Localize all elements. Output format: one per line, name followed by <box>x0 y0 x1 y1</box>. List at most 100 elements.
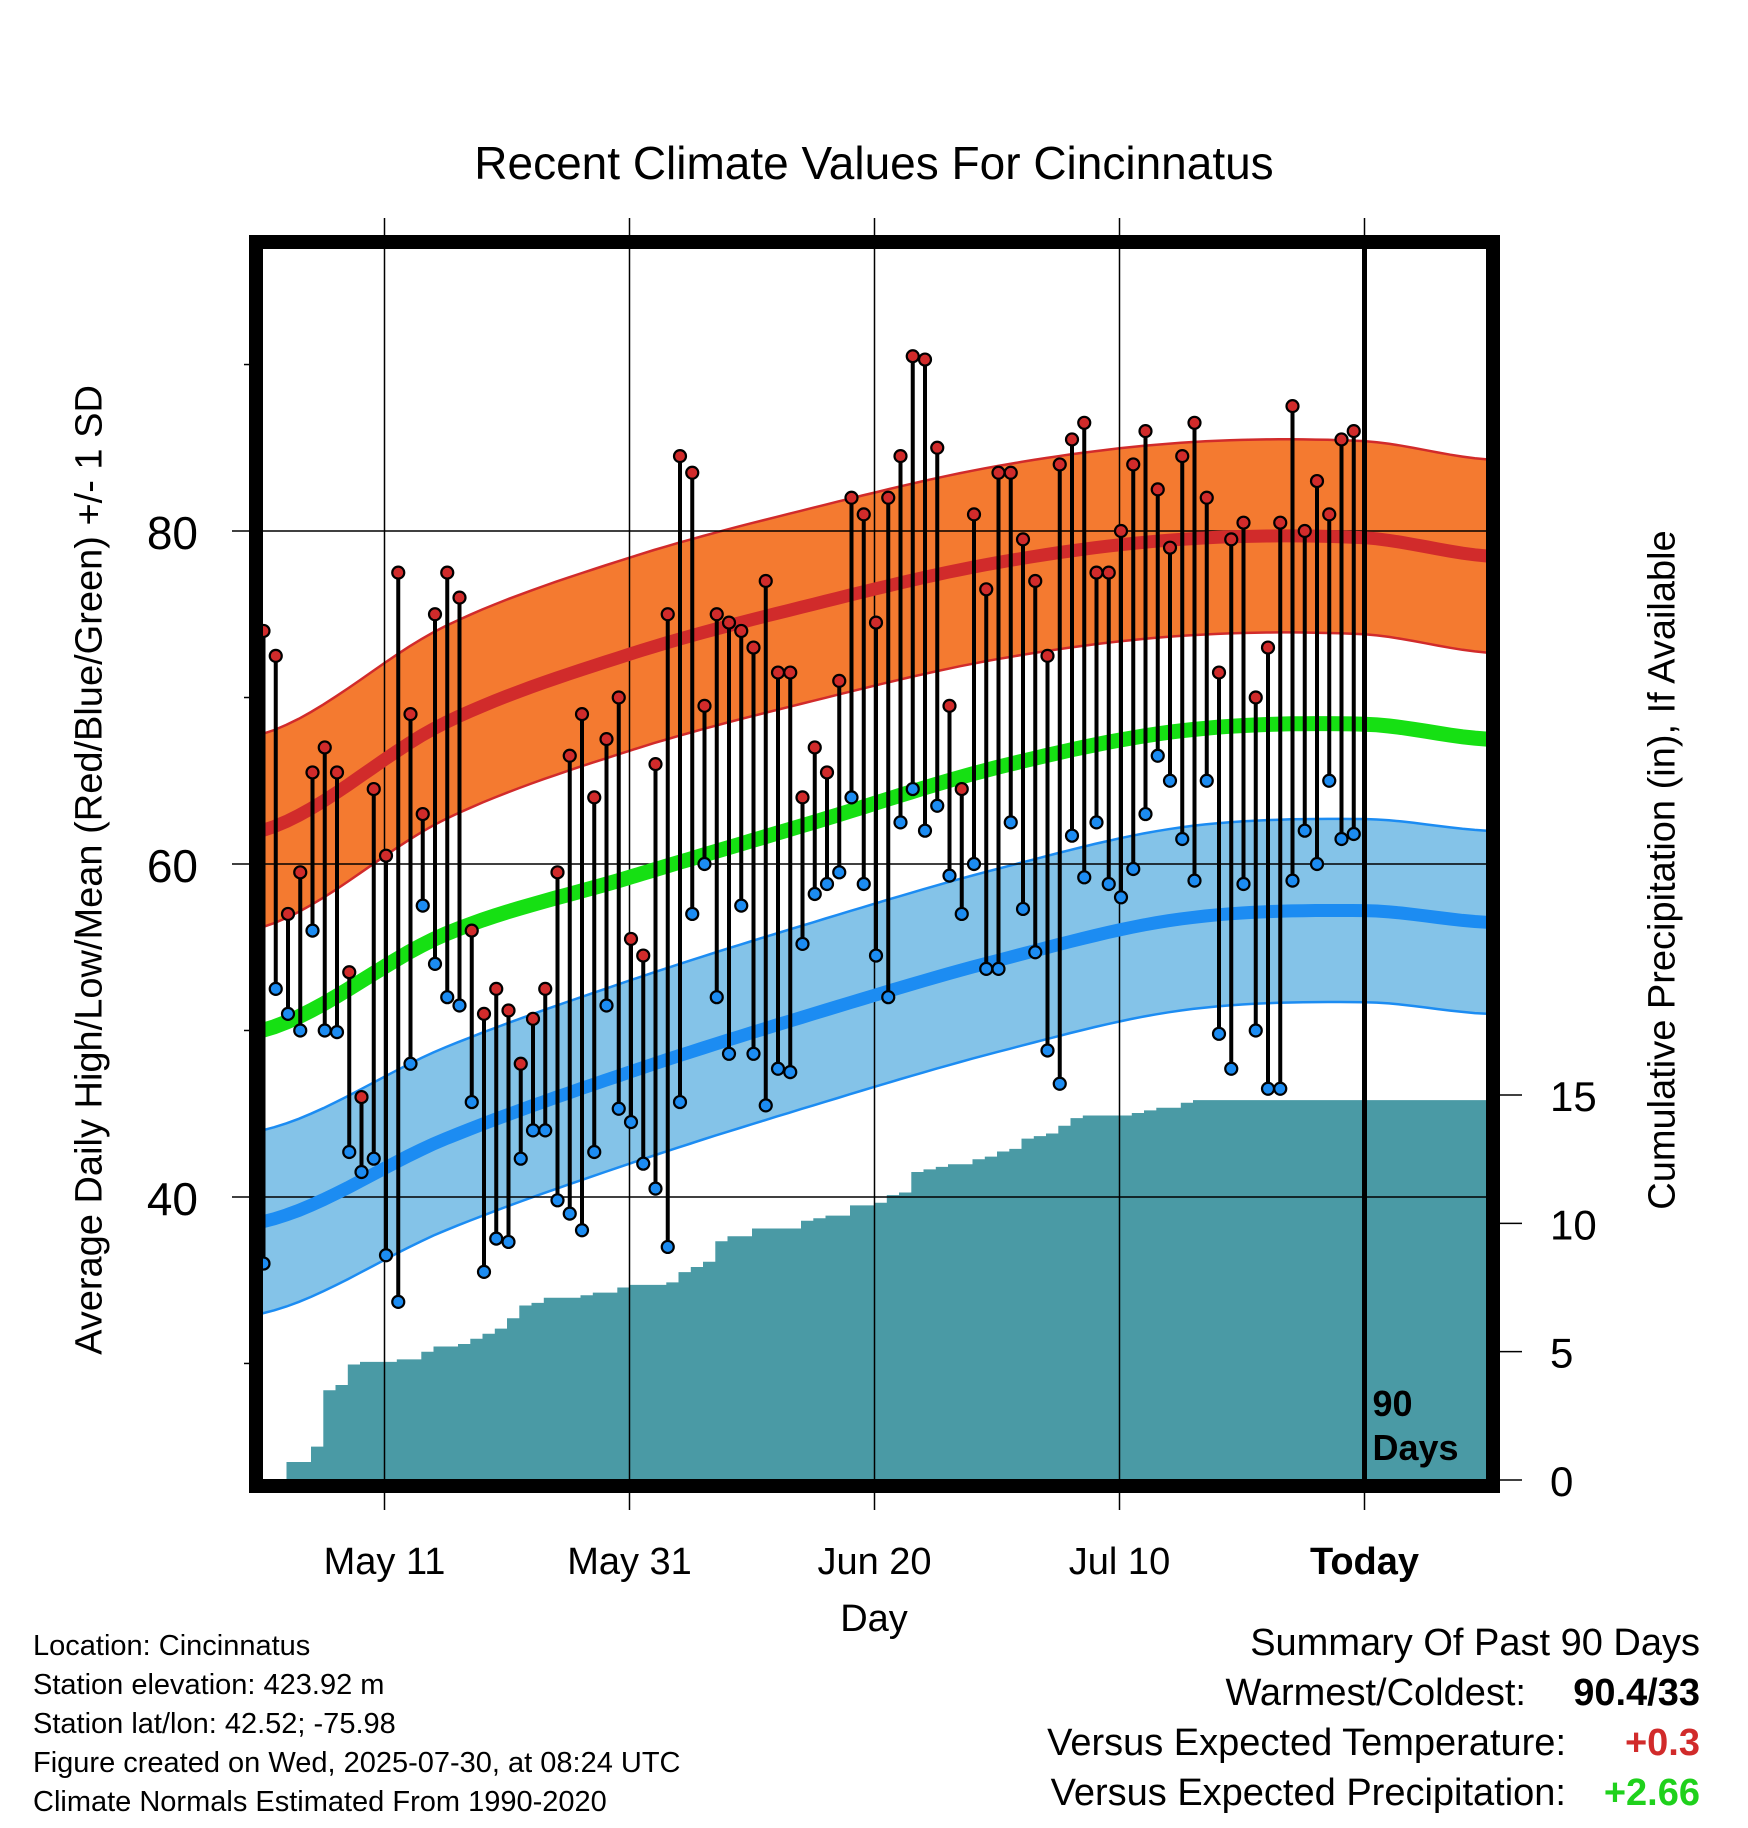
daily-low-point <box>415 898 430 913</box>
daily-high-point <box>991 465 1006 480</box>
daily-low-point <box>1150 748 1165 763</box>
daily-high-point <box>513 1056 528 1071</box>
daily-low-point <box>1273 1081 1288 1096</box>
daily-high-point <box>525 1011 541 1026</box>
daily-high-point <box>317 740 332 755</box>
daily-high-point <box>378 848 394 863</box>
daily-low-point <box>562 1206 577 1221</box>
daily-high-point <box>868 615 884 630</box>
daily-low-point <box>660 1239 675 1255</box>
info-location: Location: Cincinnatus <box>33 1630 311 1662</box>
summary-precip-value: +2.66 <box>1603 1772 1700 1814</box>
daily-high-point <box>1028 573 1043 589</box>
daily-high-point <box>1322 507 1337 522</box>
summary-temp-value: +0.3 <box>1624 1722 1700 1764</box>
daily-low-point <box>819 876 835 892</box>
daily-high-point <box>1211 665 1227 680</box>
daily-low-point <box>1077 870 1092 885</box>
daily-high-point <box>648 757 663 772</box>
daily-high-point <box>280 906 296 922</box>
daily-high-point <box>599 732 614 747</box>
daily-high-point <box>611 690 626 705</box>
daily-high-point <box>305 765 320 780</box>
daily-high-point <box>415 806 430 822</box>
info-normals: Climate Normals Estimated From 1990-2020 <box>33 1786 607 1818</box>
daily-low-point <box>1236 876 1251 892</box>
x-tick-label: Jul 10 <box>1069 1541 1170 1583</box>
daily-high-point <box>623 931 639 947</box>
daily-low-point <box>574 1223 590 1238</box>
summary-warm-label: Warmest/Coldest: <box>1225 1672 1526 1714</box>
daily-low-point <box>440 990 455 1005</box>
x-axis-label: Day <box>840 1598 908 1640</box>
y-right-tick-label: 15 <box>1550 1073 1597 1120</box>
daily-high-point <box>746 640 761 655</box>
daily-high-point <box>293 865 308 880</box>
daily-high-point <box>1285 399 1300 414</box>
y-axis-label-left: Average Daily High/Low/Mean (Red/Blue/Gr… <box>68 385 111 1355</box>
cumulative-precip-area <box>268 1100 1488 1480</box>
daily-low-point <box>783 1065 798 1080</box>
daily-low-point <box>770 1061 786 1076</box>
daily-low-point <box>1052 1076 1067 1091</box>
daily-low-point <box>1028 945 1043 960</box>
daily-high-point <box>1175 449 1190 464</box>
daily-low-point <box>672 1094 688 1110</box>
daily-low-point <box>905 781 920 797</box>
daily-high-point <box>562 748 577 763</box>
daily-low-point <box>1309 856 1325 872</box>
daily-high-point <box>734 623 749 639</box>
daily-low-point <box>685 906 700 922</box>
daily-low-point <box>403 1056 418 1071</box>
y-axis-label-right: Cumulative Precipitation (in), If Availa… <box>1641 530 1684 1210</box>
daily-high-point <box>942 698 957 713</box>
daily-low-point <box>868 948 884 963</box>
daily-low-point <box>342 1144 357 1160</box>
daily-high-point <box>550 865 565 880</box>
info-created: Figure created on Wed, 2025-07-30, at 08… <box>33 1747 681 1779</box>
daily-low-point <box>1285 873 1300 888</box>
daily-high-point <box>1138 424 1153 439</box>
daily-high-point <box>795 790 810 805</box>
daily-high-point <box>697 698 712 713</box>
daily-low-point <box>427 956 443 971</box>
daily-high-point <box>893 449 908 464</box>
daily-low-point <box>293 1023 308 1038</box>
daily-high-point <box>917 352 933 367</box>
daily-low-point <box>844 790 859 805</box>
daily-low-point <box>893 815 908 830</box>
daily-high-point <box>1334 432 1349 447</box>
daily-high-point <box>1187 415 1202 430</box>
daily-high-point <box>844 490 859 505</box>
daily-high-point <box>1224 532 1239 547</box>
daily-low-point <box>795 936 810 952</box>
axis-ticks: May 11 May 31 Jun 20 Jul 10 Today 40 60 80 0 5 10 1… <box>147 218 1597 1583</box>
daily-high-point <box>660 607 675 622</box>
daily-low-point <box>942 868 957 883</box>
daily-low-point <box>954 906 969 922</box>
daily-low-point <box>856 876 871 892</box>
y-left-tick-label: 60 <box>147 840 198 892</box>
daily-high-point <box>1015 532 1031 547</box>
daily-low-point <box>881 990 896 1005</box>
daily-high-point <box>881 490 896 505</box>
daily-high-point <box>1346 424 1361 439</box>
daily-low-point <box>917 823 933 838</box>
daily-high-point <box>452 590 467 605</box>
daily-low-point <box>1138 806 1153 822</box>
daily-low-point <box>513 1151 528 1166</box>
daily-low-point <box>1346 826 1361 842</box>
daily-high-point <box>636 948 651 963</box>
daily-low-point <box>1126 861 1141 877</box>
daily-low-point <box>636 1156 651 1171</box>
daily-low-point <box>452 998 467 1013</box>
daily-high-point <box>930 440 945 455</box>
daily-low-point <box>758 1098 773 1113</box>
daily-low-point <box>1040 1043 1055 1058</box>
daily-high-point <box>709 607 724 622</box>
daily-low-point <box>550 1193 565 1208</box>
daily-high-point <box>1077 415 1092 430</box>
daily-low-point <box>1003 815 1018 830</box>
daily-low-point <box>1113 890 1129 905</box>
daily-high-point <box>476 1006 492 1021</box>
